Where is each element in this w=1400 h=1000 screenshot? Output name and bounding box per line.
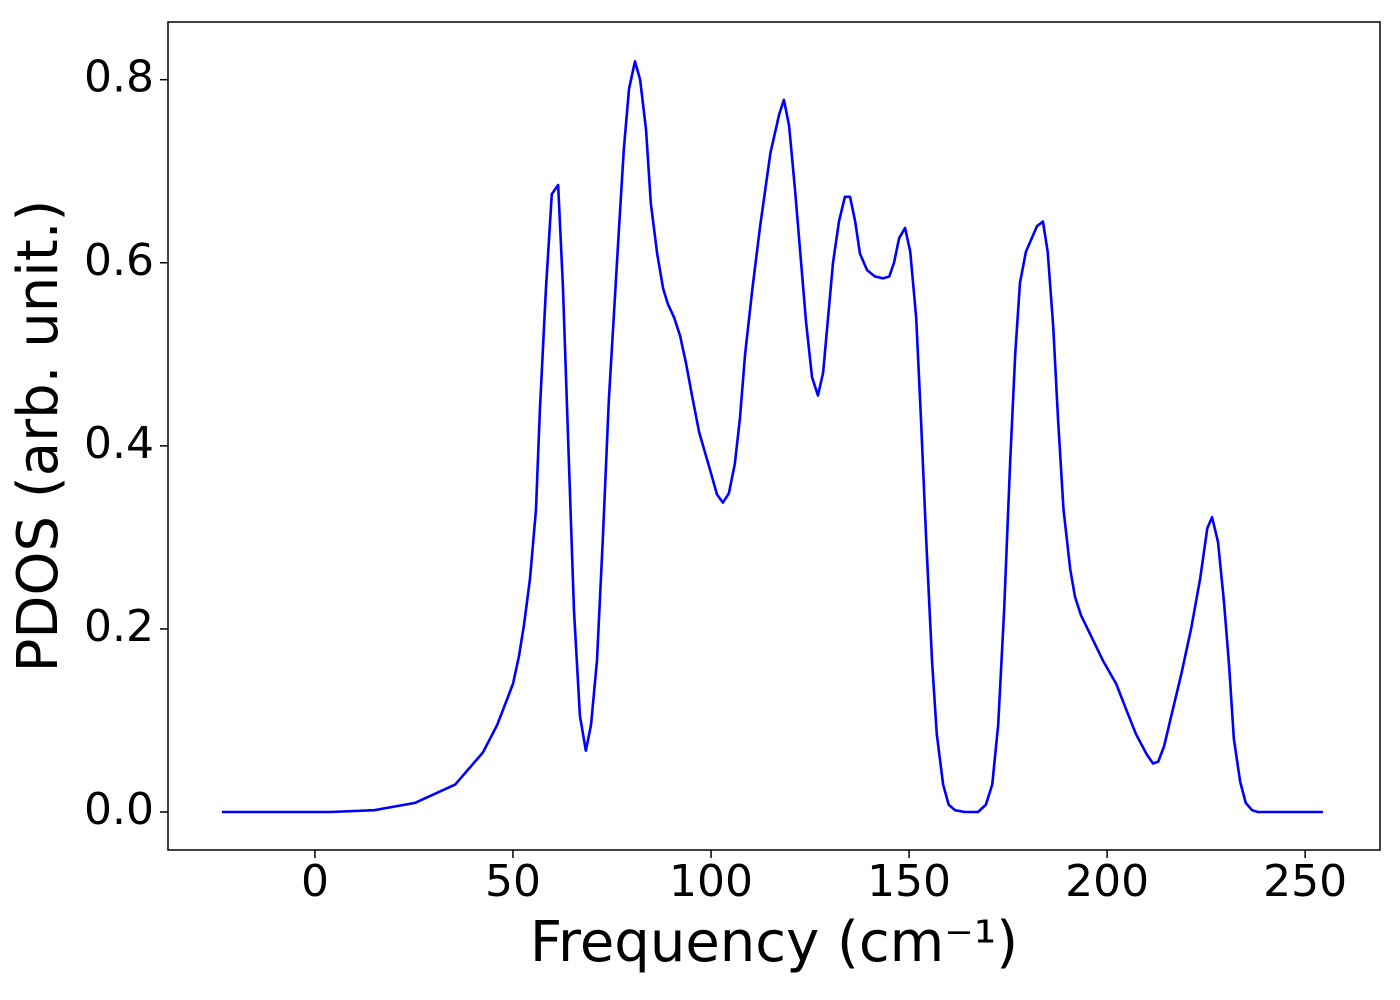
y-tick-label: 0.8 [84,52,154,103]
y-axis-label: PDOS (arb. unit.) [6,200,71,673]
y-tick-label: 0.6 [84,235,154,286]
x-tick-label: 100 [669,856,753,907]
plot-frame [167,21,1381,851]
data-line [221,60,1323,814]
x-tick-label: 50 [485,856,541,907]
x-tick-label: 200 [1065,856,1149,907]
x-axis-label: Frequency (cm⁻¹) [530,910,1018,975]
x-tick-label: 250 [1263,856,1347,907]
y-tick-label: 0.4 [84,418,154,469]
x-tick-label: 0 [301,856,329,907]
x-tick-label: 150 [867,856,951,907]
y-tick-label: 0.2 [84,601,154,652]
y-tick-label: 0.0 [84,784,154,835]
